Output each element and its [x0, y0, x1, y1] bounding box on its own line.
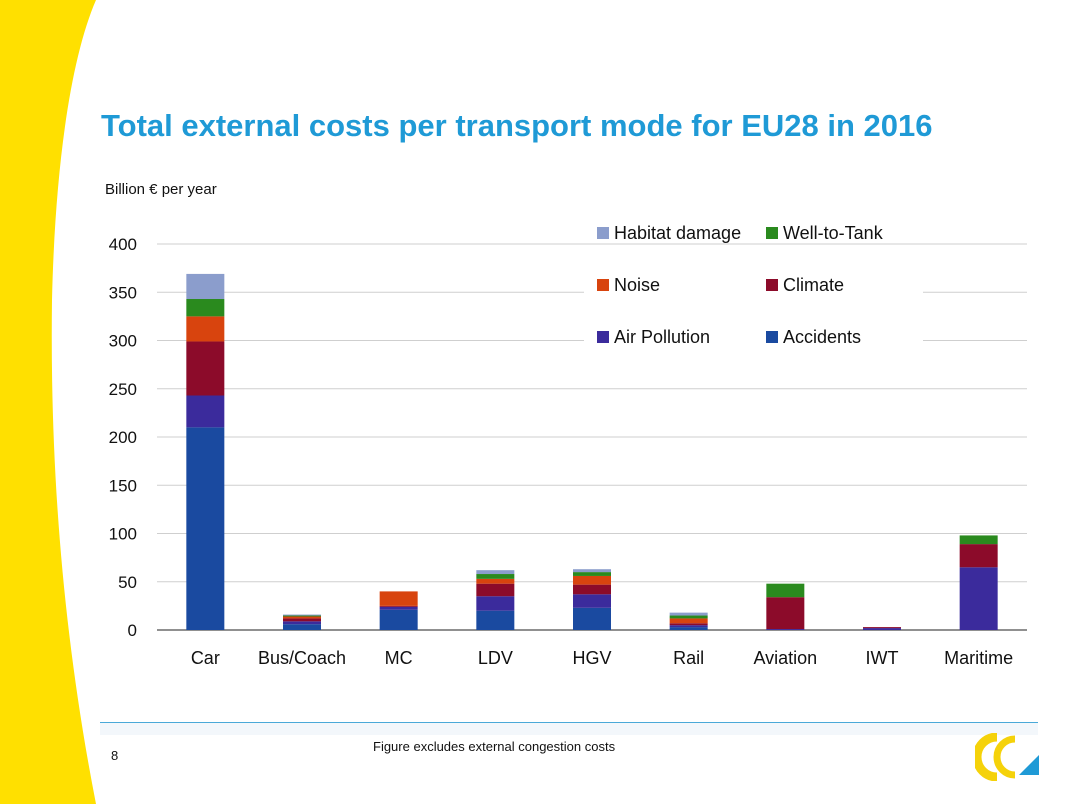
y-tick-label: 300 — [109, 332, 137, 351]
legend-label: Well-to-Tank — [783, 223, 884, 243]
legend-swatch — [597, 331, 609, 343]
bar-segment — [573, 572, 611, 576]
legend-background — [753, 217, 923, 241]
y-tick-label: 350 — [109, 283, 137, 302]
stacked-bar-chart: 0 50 100 150 200 250 300 350 400 Car Bus/Coach MC LD… — [108, 217, 1027, 668]
x-tick-label: Car — [191, 648, 220, 668]
bar-segment — [573, 584, 611, 595]
legend-label: Noise — [614, 275, 660, 295]
bar-segment — [283, 614, 321, 616]
bar-segment — [476, 596, 515, 611]
x-tick-label: LDV — [478, 648, 513, 668]
legend-background — [584, 321, 754, 345]
bar-segment — [379, 606, 418, 610]
bar-segment — [476, 570, 515, 575]
bar-segment — [669, 618, 708, 624]
x-tick-label: IWT — [866, 648, 899, 668]
bar-segment — [863, 628, 901, 630]
bar-segment — [959, 567, 998, 630]
y-tick-label: 250 — [109, 380, 137, 399]
logo — [975, 733, 1039, 781]
x-tick-label: HGV — [572, 648, 611, 668]
bar-segment — [283, 618, 321, 622]
y-tick-label: 0 — [128, 621, 137, 640]
y-tick-label: 100 — [109, 525, 137, 544]
bar-segment — [959, 535, 998, 545]
bar-segment — [476, 583, 515, 597]
legend-label: Accidents — [783, 327, 861, 347]
bar-segment — [669, 627, 708, 630]
bar-segment — [379, 591, 418, 606]
legend-swatch — [766, 227, 778, 239]
legend-background — [753, 269, 923, 293]
x-tick-label: MC — [385, 648, 413, 668]
y-tick-label: 200 — [109, 428, 137, 447]
legend-swatch — [766, 279, 778, 291]
footer-divider — [100, 722, 1038, 723]
y-axis-unit-label: Billion € per year — [105, 181, 217, 198]
footer-band — [100, 723, 1038, 735]
footnote: Figure excludes external congestion cost… — [373, 739, 616, 754]
bar-segment — [476, 578, 515, 584]
bar-segment — [186, 341, 225, 396]
bar-segment — [283, 615, 321, 617]
bar-segment — [669, 615, 708, 619]
legend-swatch — [766, 331, 778, 343]
bar-segment — [863, 627, 901, 629]
bar-segment — [573, 607, 611, 630]
bar-segment — [573, 594, 611, 608]
y-tick-label: 400 — [109, 235, 137, 254]
bar-segment — [766, 629, 805, 630]
legend-background — [584, 269, 754, 293]
bar-segment — [283, 624, 321, 630]
legend-label: Climate — [783, 275, 844, 295]
legend-swatch — [597, 227, 609, 239]
bar-segment — [476, 574, 515, 579]
x-tick-label: Aviation — [753, 648, 817, 668]
bar-segment — [283, 621, 321, 625]
legend-label: Air Pollution — [614, 327, 710, 347]
bar-segment — [379, 609, 418, 630]
legend-background — [584, 217, 754, 241]
bar-segment — [186, 395, 225, 428]
legend-background — [753, 321, 923, 345]
x-tick-label: Maritime — [944, 648, 1013, 668]
bar-segment — [186, 299, 225, 317]
legend-swatch — [597, 279, 609, 291]
slide-title: Total external costs per transport mode … — [101, 108, 933, 143]
y-tick-label: 50 — [118, 573, 137, 592]
legend-label: Habitat damage — [614, 223, 741, 243]
bar-segment — [669, 623, 708, 626]
bar-segment — [766, 597, 805, 630]
bar-segment — [186, 427, 225, 630]
bar-segment — [283, 616, 321, 619]
bar-segment — [669, 625, 708, 628]
bar-segment — [379, 605, 418, 607]
y-tick-label: 150 — [109, 476, 137, 495]
bar-segment — [476, 610, 515, 630]
page-number: 8 — [111, 748, 119, 763]
bar-segment — [766, 583, 805, 598]
bar-segment — [573, 569, 611, 573]
bar-segment — [573, 575, 611, 585]
x-tick-label: Bus/Coach — [258, 648, 346, 668]
bar-segment — [669, 612, 708, 616]
x-tick-label: Rail — [673, 648, 704, 668]
bar-segment — [959, 544, 998, 568]
bar-segment — [186, 316, 225, 342]
bar-segment — [186, 273, 225, 300]
